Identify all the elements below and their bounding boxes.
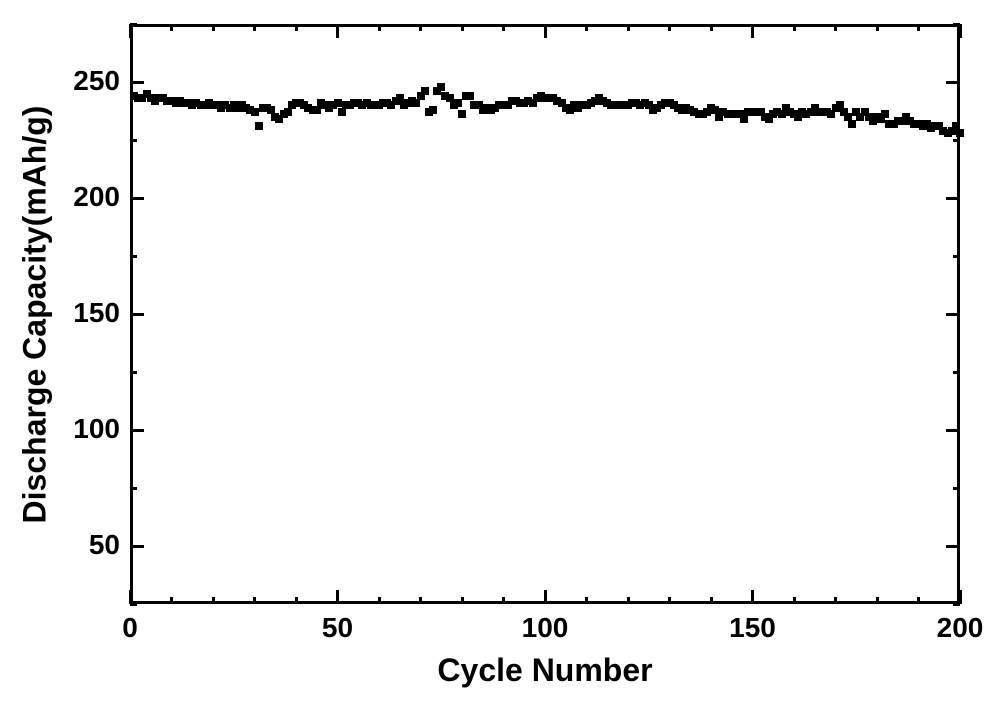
axis-tick — [953, 603, 960, 606]
axis-tick — [751, 590, 754, 604]
x-tick-label: 200 — [920, 612, 1000, 644]
data-point — [338, 108, 346, 116]
axis-tick — [419, 597, 422, 604]
axis-tick — [953, 255, 960, 258]
data-point — [881, 110, 889, 118]
axis-tick — [834, 24, 837, 31]
axis-tick — [130, 255, 137, 258]
data-point — [740, 115, 748, 123]
y-tick-label: 200 — [50, 181, 120, 213]
axis-tick — [461, 597, 464, 604]
axis-tick — [129, 24, 132, 38]
axis-tick — [953, 487, 960, 490]
axis-tick — [130, 197, 144, 200]
axis-tick — [378, 24, 381, 31]
axis-tick — [130, 429, 144, 432]
y-tick-label: 150 — [50, 297, 120, 329]
axis-tick — [917, 24, 920, 31]
data-point — [421, 87, 429, 95]
y-axis-title: Discharge Capacity(mAh/g) — [17, 25, 54, 605]
data-point — [458, 110, 466, 118]
y-tick-label: 50 — [50, 529, 120, 561]
axis-tick — [793, 24, 796, 31]
axis-tick — [130, 81, 144, 84]
x-tick-label: 50 — [298, 612, 378, 644]
axis-tick — [295, 24, 298, 31]
data-point — [334, 99, 342, 107]
axis-tick — [751, 24, 754, 38]
x-tick-label: 100 — [505, 612, 585, 644]
axis-tick — [170, 24, 173, 31]
axis-tick — [946, 81, 960, 84]
data-point — [827, 110, 835, 118]
axis-tick — [953, 23, 960, 26]
axis-tick — [502, 597, 505, 604]
data-point — [466, 92, 474, 100]
axis-tick — [946, 429, 960, 432]
data-point — [429, 106, 437, 114]
axis-tick — [834, 597, 837, 604]
axis-tick — [212, 24, 215, 31]
axis-tick — [585, 597, 588, 604]
data-point — [437, 83, 445, 91]
axis-tick — [253, 597, 256, 604]
axis-tick — [461, 24, 464, 31]
axis-tick — [170, 597, 173, 604]
axis-tick — [627, 24, 630, 31]
axis-tick — [253, 24, 256, 31]
data-point — [956, 129, 964, 137]
axis-tick — [336, 590, 339, 604]
axis-tick — [668, 597, 671, 604]
data-point — [251, 108, 259, 116]
x-tick-label: 0 — [90, 612, 170, 644]
axis-tick — [946, 197, 960, 200]
chart-container: Discharge Capacity(mAh/g) Cycle Number 0… — [0, 0, 1000, 723]
axis-tick — [130, 487, 137, 490]
axis-tick — [295, 597, 298, 604]
axis-tick — [378, 597, 381, 604]
data-point — [778, 110, 786, 118]
axis-tick — [946, 313, 960, 316]
axis-tick — [876, 597, 879, 604]
data-point — [284, 108, 292, 116]
axis-tick — [627, 597, 630, 604]
axis-tick — [876, 24, 879, 31]
axis-tick — [212, 597, 215, 604]
axis-tick — [710, 597, 713, 604]
y-tick-label: 100 — [50, 413, 120, 445]
data-point — [255, 122, 263, 130]
axis-tick — [953, 371, 960, 374]
axis-tick — [336, 24, 339, 38]
data-point — [412, 99, 420, 107]
axis-tick — [668, 24, 671, 31]
data-point — [848, 120, 856, 128]
axis-tick — [953, 139, 960, 142]
y-tick-label: 250 — [50, 65, 120, 97]
axis-tick — [130, 139, 137, 142]
x-tick-label: 150 — [713, 612, 793, 644]
data-point — [313, 106, 321, 114]
axis-tick — [130, 371, 137, 374]
x-axis-title: Cycle Number — [130, 652, 960, 689]
axis-tick — [946, 545, 960, 548]
axis-tick — [130, 23, 137, 26]
axis-tick — [419, 24, 422, 31]
axis-tick — [793, 597, 796, 604]
axis-tick — [917, 597, 920, 604]
axis-tick — [130, 545, 144, 548]
axis-tick — [502, 24, 505, 31]
axis-tick — [130, 603, 137, 606]
axis-tick — [544, 590, 547, 604]
axis-tick — [130, 313, 144, 316]
axis-tick — [544, 24, 547, 38]
axis-tick — [959, 24, 962, 38]
axis-tick — [710, 24, 713, 31]
axis-tick — [585, 24, 588, 31]
data-point — [454, 99, 462, 107]
